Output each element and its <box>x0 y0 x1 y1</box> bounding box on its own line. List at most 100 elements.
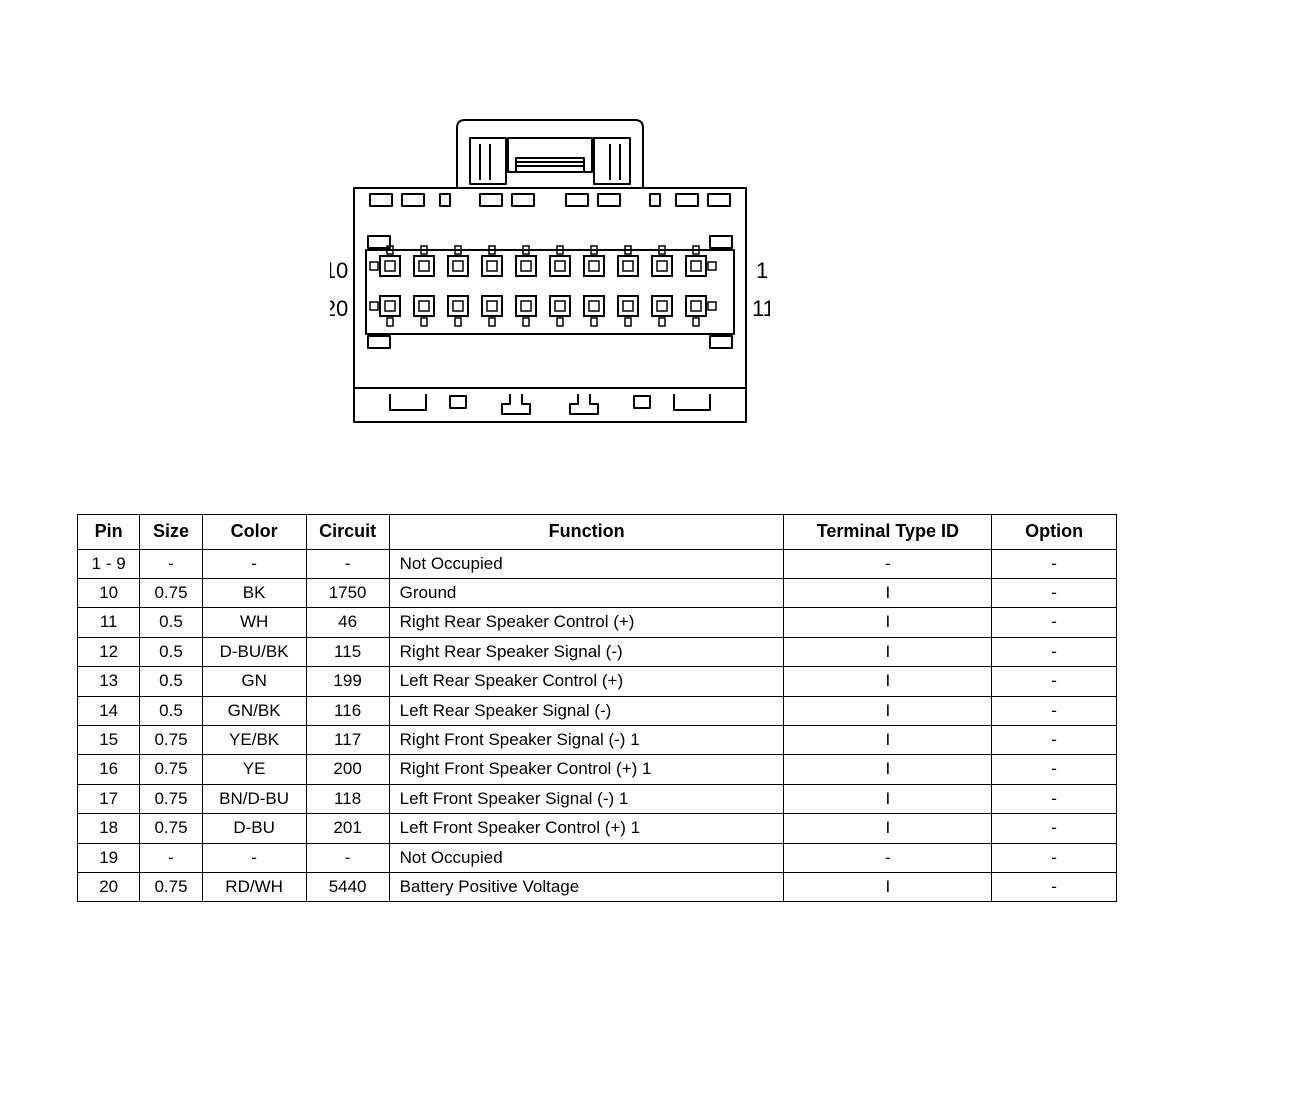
cell-pin: 1 - 9 <box>78 549 140 578</box>
cell-ttid: I <box>784 725 992 754</box>
cell-option: - <box>992 814 1117 843</box>
table-row: 19---Not Occupied-- <box>78 843 1117 872</box>
cell-size: 0.5 <box>140 667 202 696</box>
cell-pin: 16 <box>78 755 140 784</box>
table-row: 150.75YE/BK117Right Front Speaker Signal… <box>78 725 1117 754</box>
cell-color: YE <box>202 755 306 784</box>
cell-size: 0.75 <box>140 872 202 901</box>
cell-function: Right Rear Speaker Control (+) <box>389 608 784 637</box>
cell-function: Right Rear Speaker Signal (-) <box>389 637 784 666</box>
cell-ttid: I <box>784 784 992 813</box>
table-row: 200.75RD/WH5440Battery Positive VoltageI… <box>78 872 1117 901</box>
connector-diagram: 10 20 1 11 <box>330 118 770 438</box>
cell-ttid: I <box>784 696 992 725</box>
pin-cell <box>618 256 638 276</box>
cell-color: RD/WH <box>202 872 306 901</box>
cell-function: Left Rear Speaker Signal (-) <box>389 696 784 725</box>
table-row: 180.75D-BU201Left Front Speaker Control … <box>78 814 1117 843</box>
pin-cell <box>584 256 604 276</box>
cell-color: BK <box>202 578 306 607</box>
pin-cell <box>414 256 434 276</box>
col-header-ttid: Terminal Type ID <box>784 515 992 550</box>
cell-size: - <box>140 843 202 872</box>
cell-option: - <box>992 608 1117 637</box>
pin-cell <box>516 256 536 276</box>
cell-option: - <box>992 637 1117 666</box>
cell-circuit: 117 <box>306 725 389 754</box>
pin-cell <box>448 256 468 276</box>
pin-cell <box>550 296 570 316</box>
pin-cell <box>448 296 468 316</box>
pin-cell <box>482 296 502 316</box>
cell-size: - <box>140 549 202 578</box>
cell-ttid: I <box>784 667 992 696</box>
cell-circuit: 46 <box>306 608 389 637</box>
cell-color: D-BU <box>202 814 306 843</box>
page: 10 20 1 11 PinSizeColorCircuitFunctionTe… <box>0 0 1312 1114</box>
cell-option: - <box>992 696 1117 725</box>
cell-pin: 10 <box>78 578 140 607</box>
cell-circuit: - <box>306 843 389 872</box>
pinout-table: PinSizeColorCircuitFunctionTerminal Type… <box>77 514 1117 902</box>
table-row: 110.5WH46Right Rear Speaker Control (+)I… <box>78 608 1117 637</box>
table-row: 1 - 9---Not Occupied-- <box>78 549 1117 578</box>
pinout-table-wrap: PinSizeColorCircuitFunctionTerminal Type… <box>77 514 1117 902</box>
cell-function: Left Rear Speaker Control (+) <box>389 667 784 696</box>
cell-ttid: I <box>784 872 992 901</box>
cell-option: - <box>992 578 1117 607</box>
cell-color: WH <box>202 608 306 637</box>
cell-option: - <box>992 872 1117 901</box>
cell-circuit: 200 <box>306 755 389 784</box>
pin-cell <box>550 256 570 276</box>
cell-color: GN <box>202 667 306 696</box>
cell-size: 0.5 <box>140 608 202 637</box>
cell-ttid: I <box>784 608 992 637</box>
pin-cell <box>380 296 400 316</box>
cell-option: - <box>992 725 1117 754</box>
pin-cell <box>380 256 400 276</box>
cell-color: - <box>202 843 306 872</box>
cell-ttid: I <box>784 755 992 784</box>
col-header-function: Function <box>389 515 784 550</box>
pinout-thead: PinSizeColorCircuitFunctionTerminal Type… <box>78 515 1117 550</box>
cell-circuit: 1750 <box>306 578 389 607</box>
cell-circuit: 201 <box>306 814 389 843</box>
pin-label-1: 1 <box>756 258 768 283</box>
connector-svg: 10 20 1 11 <box>330 118 770 438</box>
cell-circuit: 5440 <box>306 872 389 901</box>
pin-cell <box>652 256 672 276</box>
cell-pin: 15 <box>78 725 140 754</box>
table-row: 120.5D-BU/BK115Right Rear Speaker Signal… <box>78 637 1117 666</box>
pin-cell <box>516 296 536 316</box>
pin-cell <box>686 296 706 316</box>
cell-size: 0.75 <box>140 725 202 754</box>
table-row: 140.5GN/BK116Left Rear Speaker Signal (-… <box>78 696 1117 725</box>
pin-cell <box>482 256 502 276</box>
cell-circuit: 115 <box>306 637 389 666</box>
cell-ttid: I <box>784 637 992 666</box>
table-row: 130.5GN199Left Rear Speaker Control (+)I… <box>78 667 1117 696</box>
cell-color: YE/BK <box>202 725 306 754</box>
cell-circuit: 199 <box>306 667 389 696</box>
cell-pin: 19 <box>78 843 140 872</box>
cell-option: - <box>992 549 1117 578</box>
cell-function: Right Front Speaker Control (+) 1 <box>389 755 784 784</box>
cell-option: - <box>992 784 1117 813</box>
cell-circuit: - <box>306 549 389 578</box>
cell-pin: 13 <box>78 667 140 696</box>
cell-ttid: I <box>784 814 992 843</box>
cell-ttid: - <box>784 843 992 872</box>
cell-option: - <box>992 755 1117 784</box>
cell-size: 0.75 <box>140 755 202 784</box>
table-row: 100.75BK1750GroundI- <box>78 578 1117 607</box>
pin-label-10: 10 <box>330 258 348 283</box>
cell-function: Left Front Speaker Control (+) 1 <box>389 814 784 843</box>
cell-color: BN/D-BU <box>202 784 306 813</box>
cell-pin: 20 <box>78 872 140 901</box>
cell-function: Not Occupied <box>389 549 784 578</box>
pin-cell <box>584 296 604 316</box>
cell-size: 0.75 <box>140 784 202 813</box>
cell-size: 0.75 <box>140 814 202 843</box>
col-header-color: Color <box>202 515 306 550</box>
pin-grid <box>370 246 716 326</box>
